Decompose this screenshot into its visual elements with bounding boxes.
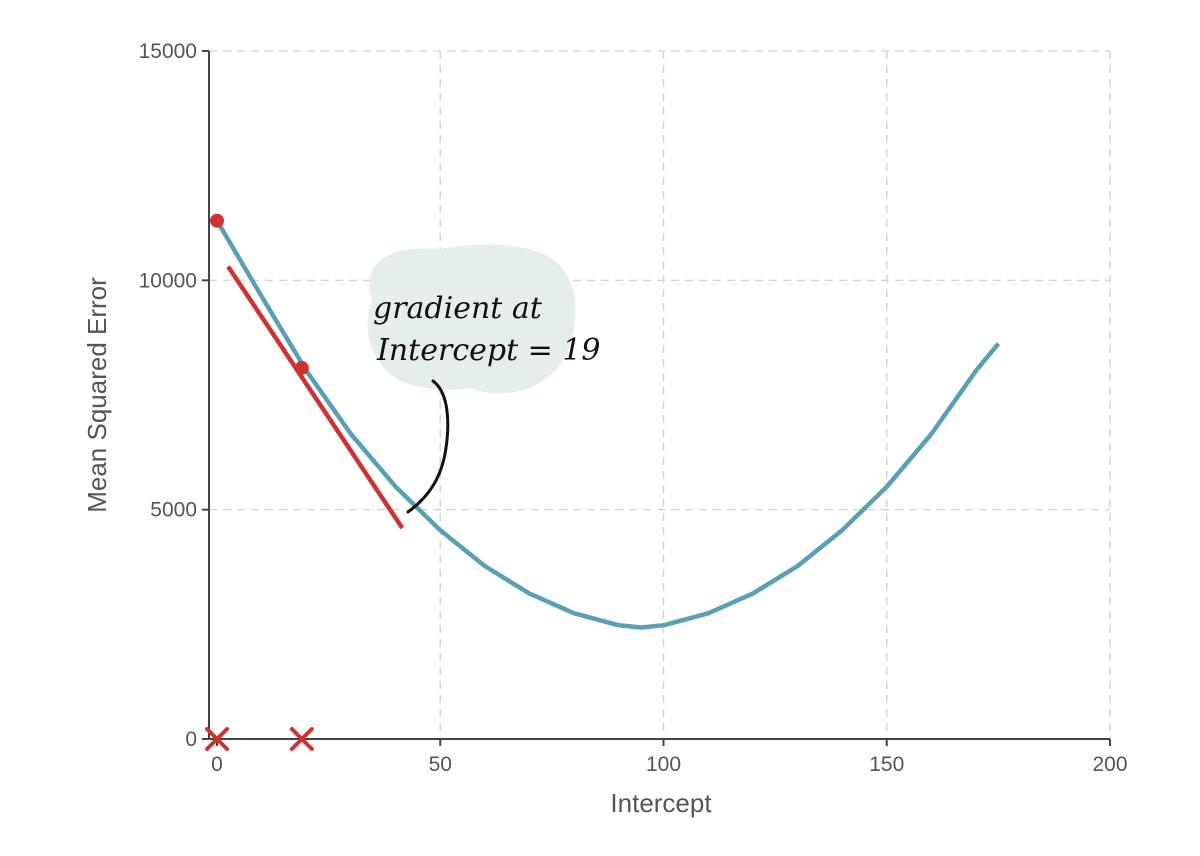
marks-group (205, 213, 314, 751)
x-marker-1 (289, 727, 314, 751)
annotation-bubble (367, 244, 576, 394)
y-tick-label-1: 5000 (150, 499, 197, 522)
x-marker-0 (205, 727, 229, 751)
series-group (215, 219, 1001, 630)
x-tick-label-2: 100 (646, 753, 681, 776)
tangent-group (226, 265, 405, 530)
y-tick-label-2: 10000 (139, 269, 197, 292)
annotation-line-1: gradient at (373, 291, 543, 326)
highlight-point-1 (294, 360, 309, 375)
x-tick-label-0: 0 (211, 753, 223, 776)
x-tick-label-1: 50 (429, 753, 452, 776)
x-tick-label-3: 150 (869, 753, 904, 776)
grid-lines (209, 50, 1111, 739)
highlight-point-0 (210, 213, 224, 228)
series-line-0 (215, 219, 1001, 630)
tangent-line (226, 265, 405, 530)
annotation-pointer (406, 379, 450, 514)
axes (202, 50, 1111, 746)
y-axis-title: Mean Squared Error (82, 277, 112, 513)
y-tick-label-0: 0 (185, 728, 197, 751)
x-tick-label-4: 200 (1092, 753, 1127, 776)
x-axis-title: Intercept (610, 788, 712, 818)
annotation: gradient at Intercept = 19 (367, 244, 601, 514)
annotation-line-2: Intercept = 19 (376, 333, 601, 368)
tick-labels: 0 50 100 150 200 0 5000 10000 15000 (139, 40, 1128, 776)
y-tick-label-3: 15000 (139, 40, 197, 63)
